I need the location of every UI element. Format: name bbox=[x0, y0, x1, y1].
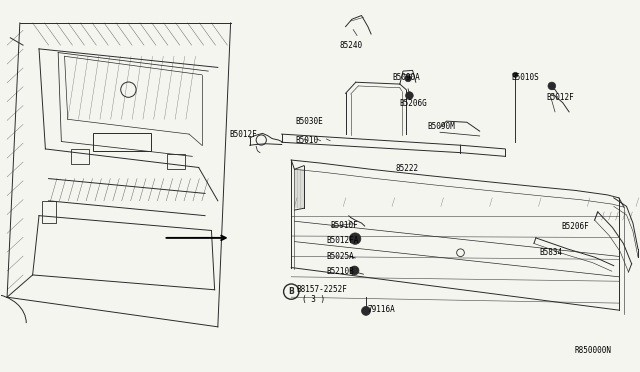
Text: B5025A: B5025A bbox=[326, 252, 354, 261]
Bar bbox=[167, 154, 184, 169]
Text: R850000N: R850000N bbox=[574, 346, 611, 355]
Circle shape bbox=[362, 307, 371, 315]
Text: 79116A: 79116A bbox=[367, 305, 395, 314]
Text: B5010S: B5010S bbox=[511, 73, 540, 81]
Text: B5090A: B5090A bbox=[393, 73, 420, 82]
Bar bbox=[93, 133, 151, 151]
Circle shape bbox=[406, 92, 413, 99]
Text: B5012F: B5012F bbox=[546, 93, 574, 102]
Text: B5206F: B5206F bbox=[561, 221, 589, 231]
Text: B5206G: B5206G bbox=[399, 99, 427, 108]
Text: B5012FA: B5012FA bbox=[326, 235, 359, 245]
Text: B5010: B5010 bbox=[296, 136, 319, 145]
Circle shape bbox=[548, 82, 556, 90]
Circle shape bbox=[350, 266, 359, 275]
Bar bbox=[71, 149, 89, 164]
Text: B: B bbox=[289, 287, 294, 296]
Text: B5030E: B5030E bbox=[296, 117, 323, 126]
Text: 85240: 85240 bbox=[339, 41, 362, 50]
Text: 85222: 85222 bbox=[396, 164, 419, 173]
Text: B5910F: B5910F bbox=[330, 221, 358, 230]
Circle shape bbox=[513, 72, 518, 77]
Text: B5090M: B5090M bbox=[428, 122, 455, 131]
Text: B5210B: B5210B bbox=[326, 267, 354, 276]
Text: ( 3 ): ( 3 ) bbox=[302, 295, 325, 304]
Text: B8157-2252F: B8157-2252F bbox=[296, 285, 348, 294]
Bar bbox=[42, 201, 56, 223]
Circle shape bbox=[405, 76, 412, 82]
Text: B5012F: B5012F bbox=[229, 129, 257, 139]
Text: B5834: B5834 bbox=[539, 248, 562, 257]
Circle shape bbox=[349, 233, 361, 244]
